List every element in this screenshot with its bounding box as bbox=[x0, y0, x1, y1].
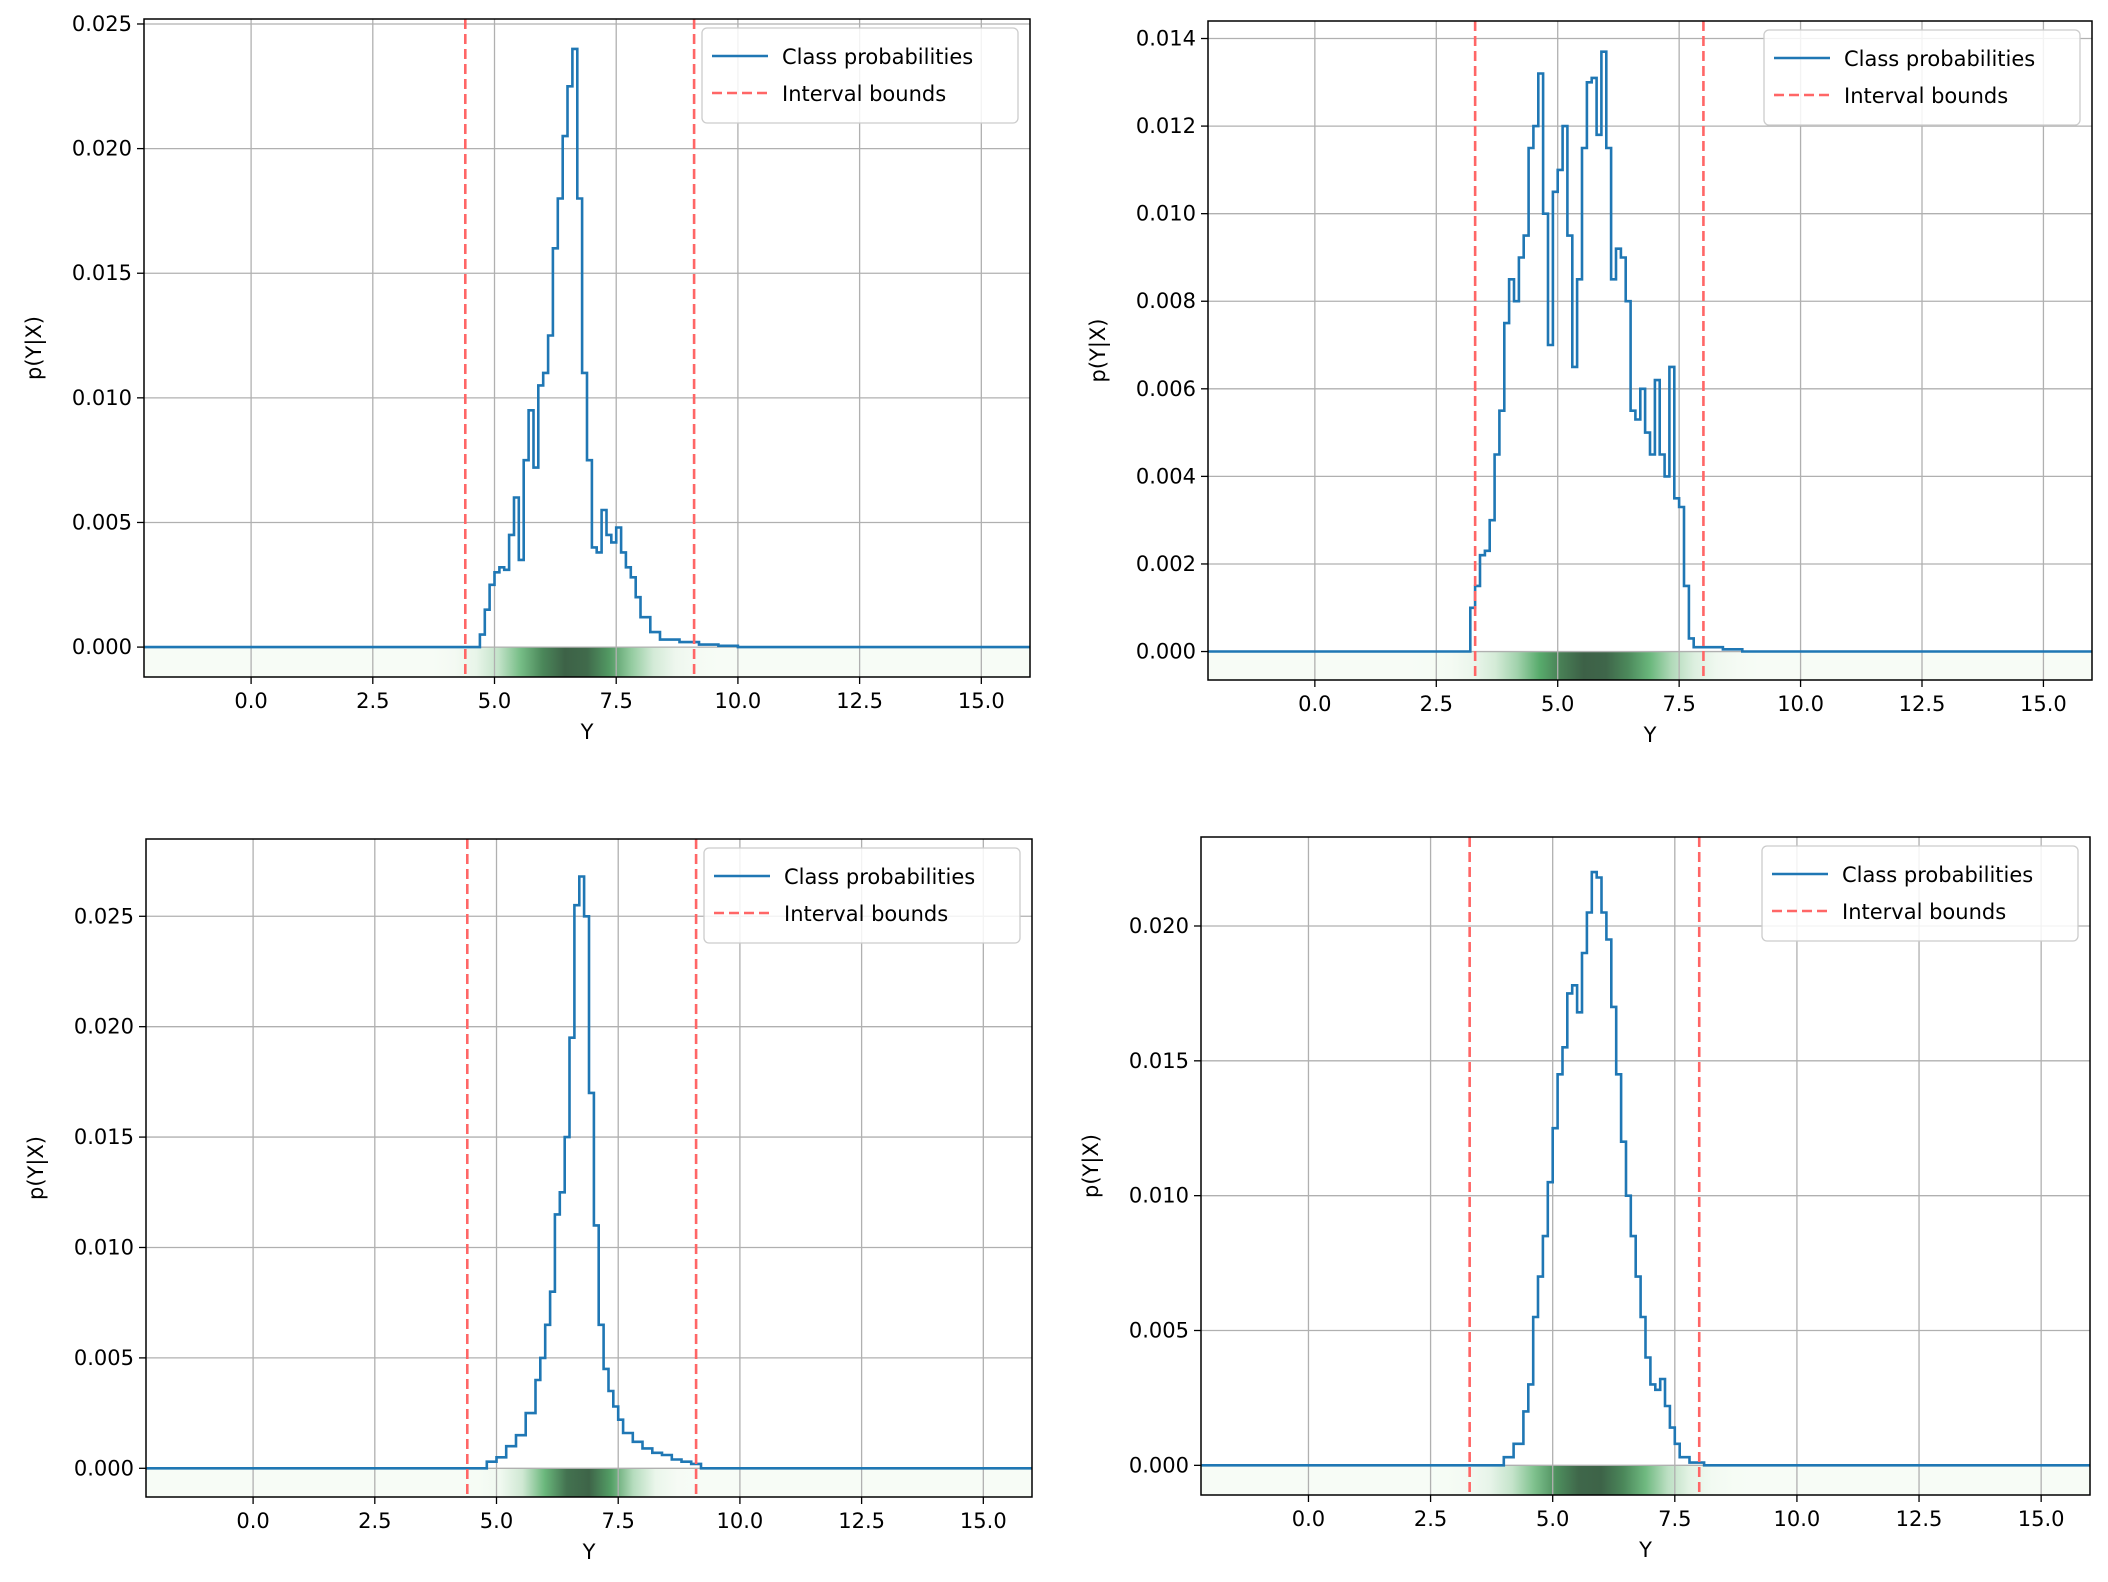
legend-box bbox=[1763, 29, 2081, 126]
y-tick-label: 0.000 bbox=[1129, 1453, 1189, 1477]
y-tick-label: 0.010 bbox=[1136, 202, 1196, 226]
axes-frame bbox=[1207, 20, 2093, 681]
y-tick-label: 0.010 bbox=[74, 1235, 134, 1259]
x-tick-label: 7.5 bbox=[600, 689, 633, 713]
x-tick-label: 7.5 bbox=[602, 1509, 635, 1533]
legend-box bbox=[701, 27, 1019, 124]
y-axis-label: p(Y|X) bbox=[22, 316, 47, 380]
x-axis-label: Y bbox=[1638, 1538, 1652, 1562]
x-tick-label: 15.0 bbox=[2018, 1507, 2065, 1531]
x-tick-label: 5.0 bbox=[480, 1509, 513, 1533]
subplot-3: 0.0 2.5 5.0 7.5 10.0 12.5 15.0 0.000 0.005 0.010 0… bbox=[24, 838, 1033, 1564]
y-axis-label: p(Y|X) bbox=[1079, 1134, 1104, 1198]
x-tick-label: 5.0 bbox=[1541, 692, 1574, 716]
x-axis-label: Y bbox=[582, 1540, 596, 1564]
legend-label-class-probabilities: Class probabilities bbox=[1844, 47, 2035, 71]
y-tick-label: 0.020 bbox=[74, 1015, 134, 1039]
x-tick-label: 15.0 bbox=[2020, 692, 2067, 716]
x-tick-label: 7.5 bbox=[1658, 1507, 1691, 1531]
x-tick-label: 0.0 bbox=[236, 1509, 269, 1533]
density-band bbox=[144, 647, 1030, 677]
legend-box bbox=[1761, 845, 2079, 942]
legend-label-interval-bounds: Interval bounds bbox=[784, 902, 948, 926]
subplot-1: 0.0 2.5 5.0 7.5 10.0 12.5 15.0 0.000 0.005 0.010 0… bbox=[22, 12, 1031, 744]
x-tick-label: 2.5 bbox=[1420, 692, 1453, 716]
x-tick-label: 5.0 bbox=[478, 689, 511, 713]
series-line-class-probabilities bbox=[146, 875, 1032, 1470]
x-tick-label: 12.5 bbox=[836, 689, 883, 713]
axes-frame bbox=[145, 838, 1033, 1498]
axes-frame bbox=[143, 18, 1031, 678]
x-tick-label: 5.0 bbox=[1536, 1507, 1569, 1531]
y-tick-label: 0.025 bbox=[74, 904, 134, 928]
y-tick-label: 0.000 bbox=[74, 1456, 134, 1480]
y-axis-label: p(Y|X) bbox=[24, 1136, 49, 1200]
x-tick-label: 15.0 bbox=[958, 689, 1005, 713]
y-tick-label: 0.010 bbox=[72, 386, 132, 410]
x-tick-label: 0.0 bbox=[234, 689, 267, 713]
legend: Class probabilities Interval bounds bbox=[1761, 845, 2079, 942]
legend-label-class-probabilities: Class probabilities bbox=[782, 45, 973, 69]
x-tick-label: 2.5 bbox=[356, 689, 389, 713]
density-band bbox=[1208, 651, 2092, 680]
legend-label-interval-bounds: Interval bounds bbox=[1844, 84, 2008, 108]
legend: Class probabilities Interval bounds bbox=[701, 27, 1019, 124]
y-tick-label: 0.005 bbox=[74, 1346, 134, 1370]
x-axis-label: Y bbox=[1643, 723, 1657, 747]
y-tick-label: 0.008 bbox=[1136, 289, 1196, 313]
y-tick-label: 0.002 bbox=[1136, 552, 1196, 576]
x-axis-label: Y bbox=[580, 720, 594, 744]
subplot-4: 0.0 2.5 5.0 7.5 10.0 12.5 15.0 0.000 0.005 0.010 0… bbox=[1079, 836, 2091, 1562]
density-band bbox=[1201, 1465, 2090, 1495]
y-tick-label: 0.000 bbox=[1136, 640, 1196, 664]
y-tick-label: 0.015 bbox=[74, 1125, 134, 1149]
x-tick-label: 10.0 bbox=[715, 689, 762, 713]
x-tick-label: 0.0 bbox=[1292, 1507, 1325, 1531]
legend-label-class-probabilities: Class probabilities bbox=[784, 865, 975, 889]
legend: Class probabilities Interval bounds bbox=[703, 847, 1021, 944]
legend-box bbox=[703, 847, 1021, 944]
x-tick-label: 12.5 bbox=[1896, 1507, 1943, 1531]
x-tick-label: 12.5 bbox=[1899, 692, 1946, 716]
y-tick-label: 0.012 bbox=[1136, 114, 1196, 138]
x-tick-label: 2.5 bbox=[358, 1509, 391, 1533]
y-tick-label: 0.014 bbox=[1136, 27, 1196, 51]
y-tick-label: 0.015 bbox=[1129, 1049, 1189, 1073]
y-tick-label: 0.004 bbox=[1136, 464, 1196, 488]
y-tick-label: 0.020 bbox=[72, 137, 132, 161]
y-tick-label: 0.000 bbox=[72, 635, 132, 659]
series-line-class-probabilities bbox=[1208, 50, 2092, 653]
x-tick-label: 7.5 bbox=[1662, 692, 1695, 716]
series-line-class-probabilities bbox=[144, 47, 1030, 649]
y-tick-label: 0.006 bbox=[1136, 377, 1196, 401]
y-axis-label: p(Y|X) bbox=[1086, 318, 1111, 382]
axes-frame bbox=[1200, 836, 2091, 1496]
y-tick-label: 0.020 bbox=[1129, 914, 1189, 938]
legend-label-interval-bounds: Interval bounds bbox=[782, 82, 946, 106]
subplot-2: 0.0 2.5 5.0 7.5 10.0 12.5 15.0 0.000 0.002 0.004 0… bbox=[1086, 20, 2093, 747]
legend-label-interval-bounds: Interval bounds bbox=[1842, 900, 2006, 924]
y-tick-label: 0.005 bbox=[1129, 1319, 1189, 1343]
x-tick-label: 10.0 bbox=[1774, 1507, 1821, 1531]
x-tick-label: 10.0 bbox=[1777, 692, 1824, 716]
y-tick-label: 0.025 bbox=[72, 12, 132, 36]
legend-label-class-probabilities: Class probabilities bbox=[1842, 863, 2033, 887]
y-tick-label: 0.005 bbox=[72, 510, 132, 534]
x-tick-label: 10.0 bbox=[717, 1509, 764, 1533]
x-tick-label: 0.0 bbox=[1298, 692, 1331, 716]
density-band bbox=[146, 1468, 1032, 1497]
x-tick-label: 15.0 bbox=[960, 1509, 1007, 1533]
series-line-class-probabilities bbox=[1201, 870, 2090, 1467]
y-tick-label: 0.010 bbox=[1129, 1184, 1189, 1208]
y-tick-label: 0.015 bbox=[72, 261, 132, 285]
x-tick-label: 2.5 bbox=[1414, 1507, 1447, 1531]
legend: Class probabilities Interval bounds bbox=[1763, 29, 2081, 126]
x-tick-label: 12.5 bbox=[838, 1509, 885, 1533]
